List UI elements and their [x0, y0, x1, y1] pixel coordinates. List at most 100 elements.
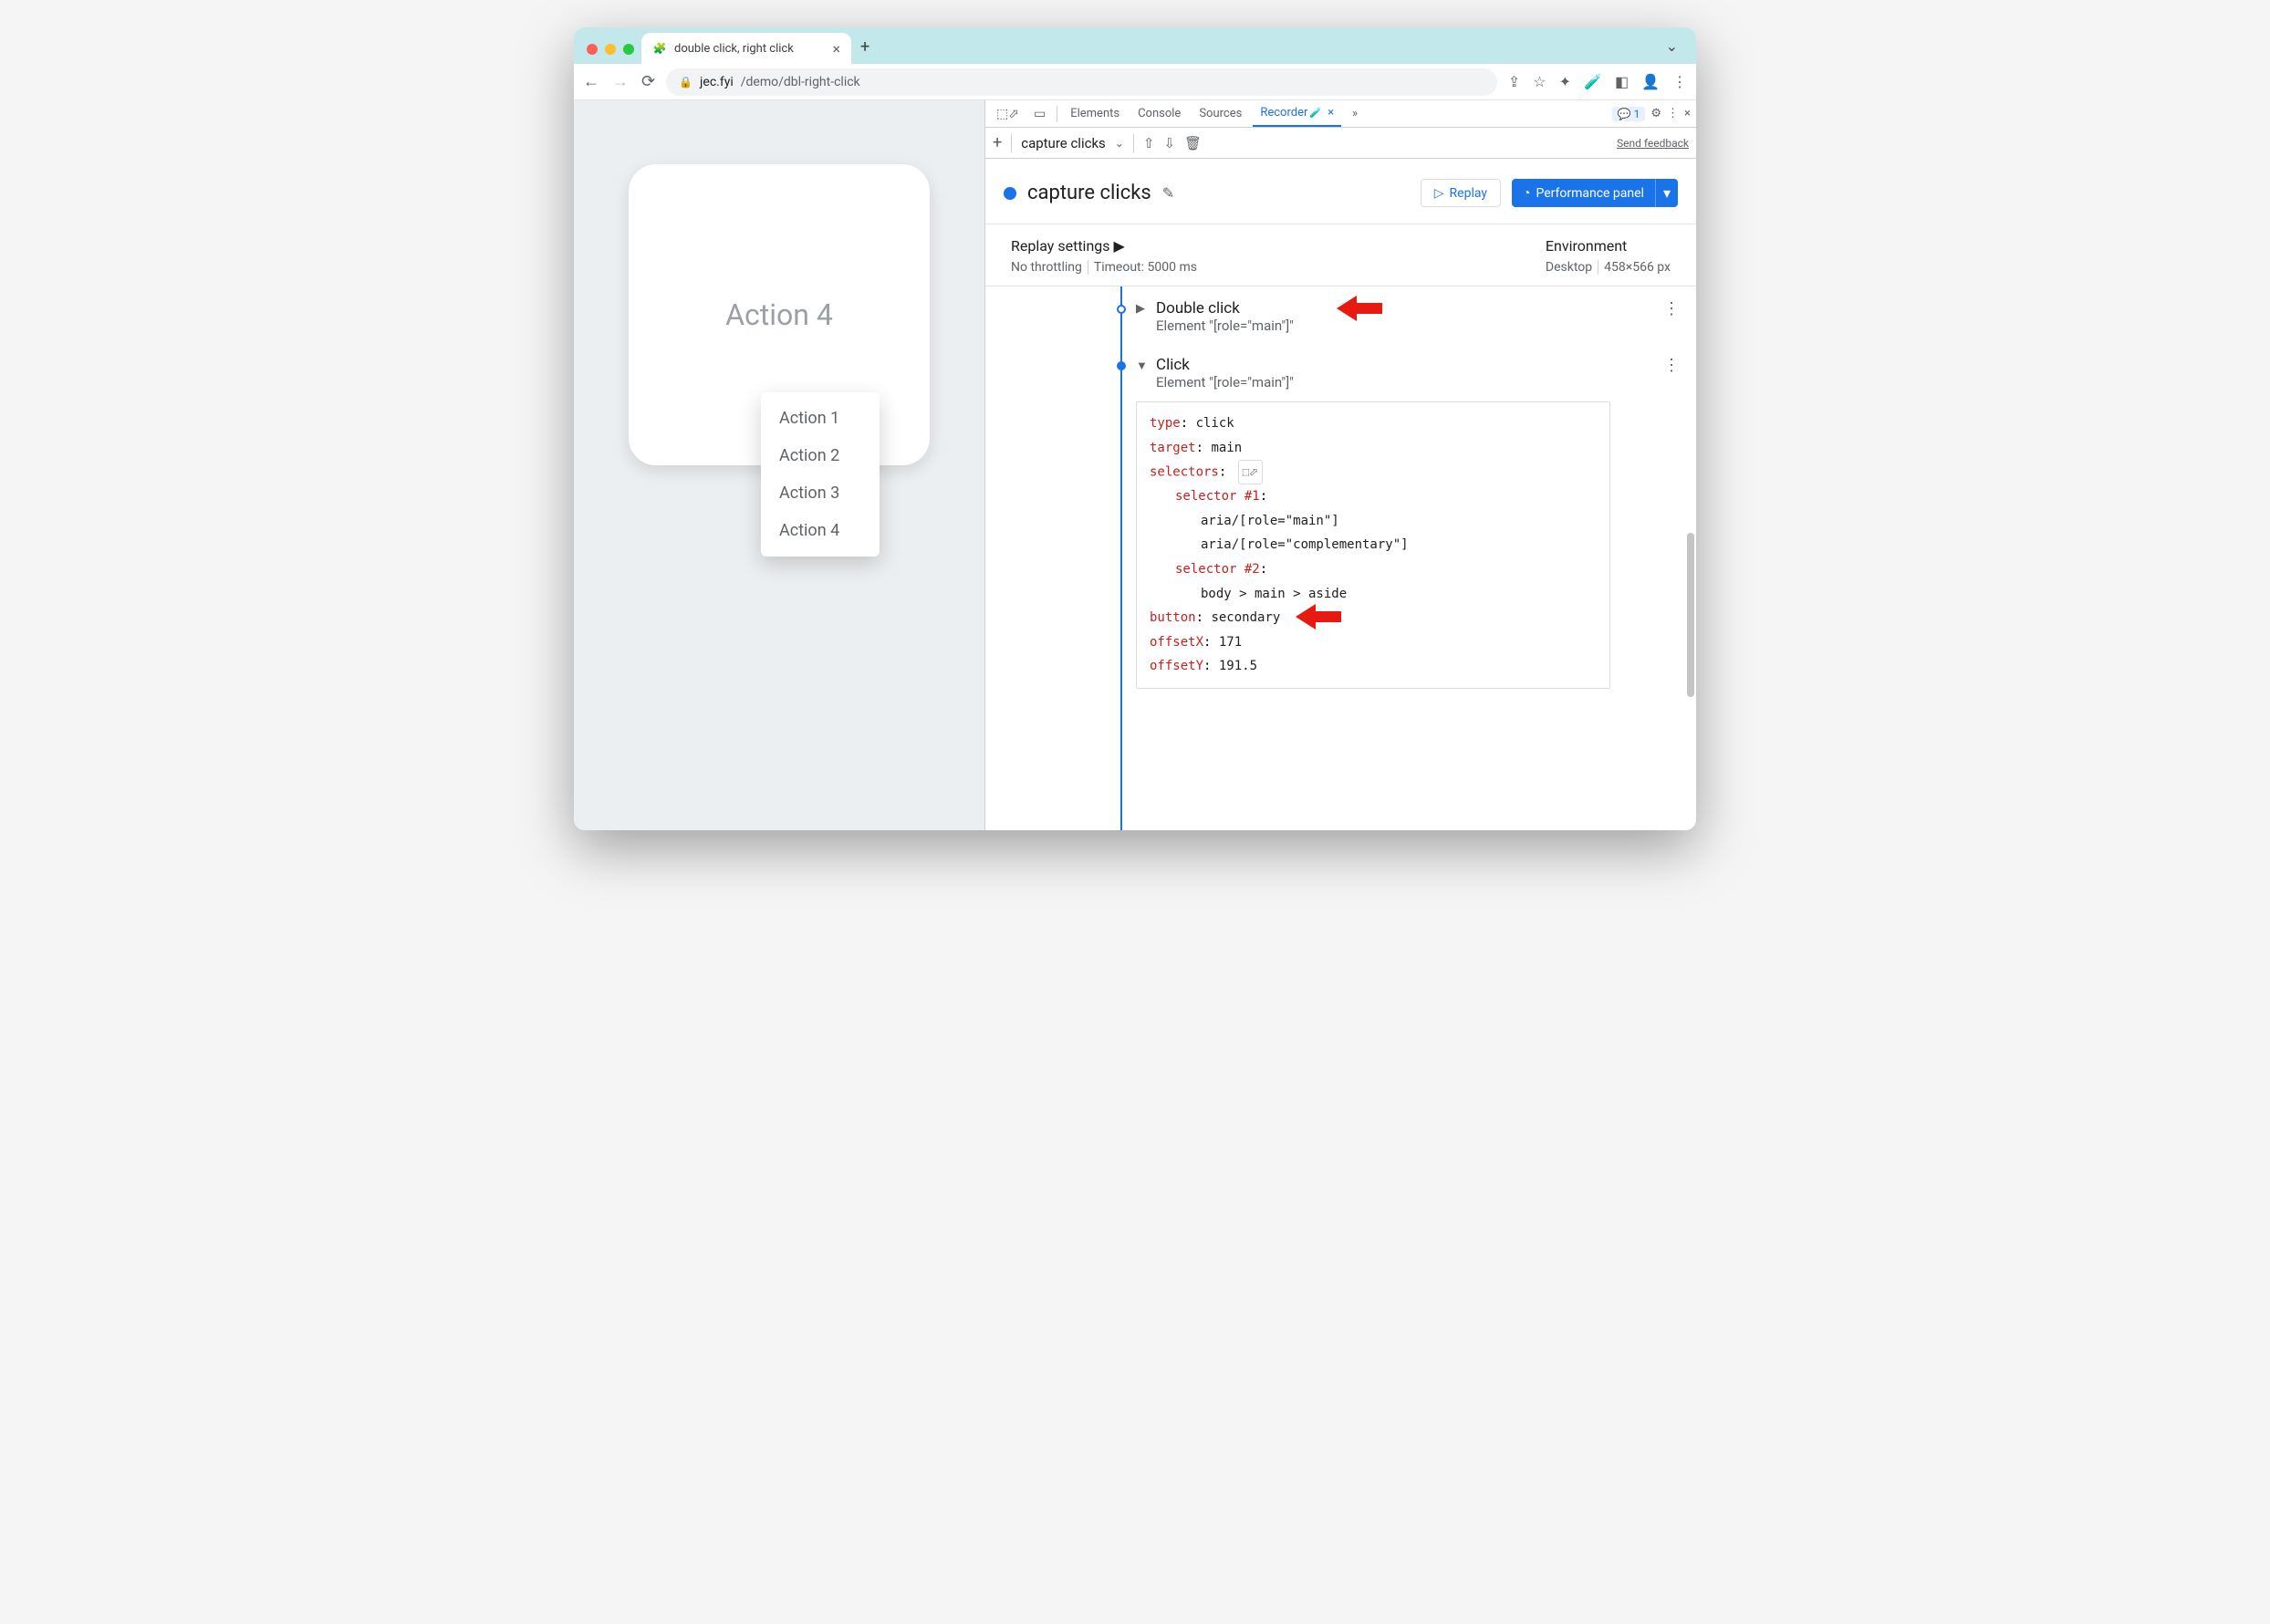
close-devtools-button[interactable]: × [1684, 107, 1691, 120]
recording-indicator [1004, 187, 1016, 200]
selector-picker-icon[interactable]: ⬚⬀ [1238, 460, 1263, 484]
edit-title-button[interactable]: ✎ [1162, 184, 1174, 202]
recording-select[interactable]: capture clicks [1021, 135, 1106, 151]
step-title: Click [1156, 356, 1294, 374]
window-controls [583, 44, 641, 64]
extensions-icon[interactable]: ✦ [1559, 73, 1571, 90]
step-menu-button[interactable]: ⋮ [1663, 356, 1678, 375]
step-subtitle: Element "[role="main"]" [1156, 374, 1294, 390]
address-bar: ← → ⟳ 🔒 jec.fyi/demo/dbl-right-click ⇪ ☆… [574, 64, 1696, 100]
context-menu-item[interactable]: Action 3 [761, 474, 880, 512]
tab-console[interactable]: Console [1130, 100, 1188, 127]
browser-window: 🧩 double click, right click × + ⌄ ← → ⟳ … [574, 27, 1696, 830]
annotation-arrow-icon [1296, 600, 1341, 633]
prop-button: secondary [1211, 610, 1280, 625]
settings-icon[interactable]: ⚙ [1650, 107, 1661, 120]
separator [1011, 134, 1012, 152]
tab-sources[interactable]: Sources [1192, 100, 1249, 127]
context-menu-item[interactable]: Action 2 [761, 437, 880, 474]
step-details: type: click target: main selectors: ⬚⬀ s… [1136, 401, 1610, 689]
inspect-icon[interactable]: ⬚⬀ [991, 107, 1025, 121]
favicon-icon: 🧩 [652, 41, 667, 56]
menu-button[interactable]: ⋮ [1672, 73, 1687, 90]
delete-icon[interactable]: 🗑 [1184, 135, 1202, 151]
annotation-arrow-icon [1337, 292, 1382, 325]
expand-step-button[interactable]: ▶ [1136, 299, 1149, 316]
prop-target: main [1211, 441, 1242, 455]
close-tab-button[interactable]: × [832, 40, 840, 57]
step-item: ▶ Double click Element "[role="main"]" ⋮ [1109, 286, 1696, 343]
close-window-button[interactable] [587, 44, 598, 55]
step-subtitle: Element "[role="main"]" [1156, 318, 1294, 334]
chevron-down-icon: ⌄ [1115, 137, 1124, 150]
device-toggle-icon[interactable]: ▭ [1028, 107, 1051, 121]
new-tab-button[interactable]: + [851, 37, 879, 64]
performance-panel-dropdown[interactable]: ▾ [1655, 179, 1678, 207]
environment-viewport: 458×566 px [1604, 260, 1671, 275]
profile-avatar[interactable]: 👤 [1641, 73, 1660, 90]
selector-value: aria/[role="main"] [1201, 514, 1339, 528]
steps-container: ▶ Double click Element "[role="main"]" ⋮… [985, 286, 1696, 830]
recording-title: capture clicks [1027, 182, 1151, 204]
new-recording-button[interactable]: + [993, 133, 1002, 152]
timeline-node [1117, 361, 1126, 370]
step-title: Double click [1156, 299, 1294, 318]
nav-controls: ← → ⟳ [583, 72, 655, 91]
replay-settings-toggle[interactable]: Replay settings ▶ [1011, 237, 1197, 255]
send-feedback-link[interactable]: Send feedback [1617, 137, 1689, 150]
tab-recorder[interactable]: Recorder🧪× [1253, 100, 1341, 127]
url-input[interactable]: 🔒 jec.fyi/demo/dbl-right-click [666, 68, 1497, 96]
tab-strip: 🧩 double click, right click × + ⌄ [574, 27, 1696, 64]
bookmark-icon[interactable]: ☆ [1533, 73, 1546, 90]
environment-label: Environment [1546, 237, 1671, 255]
back-button[interactable]: ← [583, 72, 599, 91]
more-tabs-button[interactable]: » [1345, 100, 1365, 127]
minimize-window-button[interactable] [605, 44, 616, 55]
selector-value: aria/[role="complementary"] [1201, 537, 1409, 552]
environment-device: Desktop [1546, 260, 1592, 275]
export-icon[interactable]: ⇧ [1143, 135, 1155, 151]
context-menu: Action 1 Action 2 Action 3 Action 4 [761, 392, 880, 557]
issues-badge[interactable]: 💬1 [1612, 107, 1646, 121]
tabs-overflow-button[interactable]: ⌄ [1666, 37, 1687, 64]
performance-panel-main[interactable]: ◔ Performance panel [1512, 179, 1655, 207]
card-title: Action 4 [725, 297, 833, 332]
scrollbar[interactable] [1687, 533, 1694, 697]
replay-button[interactable]: ▷ Replay [1421, 179, 1501, 207]
throttling-value: No throttling [1011, 260, 1082, 275]
content-area: Action 4 Action 1 Action 2 Action 3 Acti… [574, 100, 1696, 830]
collapse-step-button[interactable]: ▼ [1136, 356, 1149, 373]
prop-offsety: 191.5 [1219, 659, 1257, 673]
context-menu-item[interactable]: Action 1 [761, 400, 880, 437]
import-icon[interactable]: ⇩ [1163, 135, 1175, 151]
share-icon[interactable]: ⇪ [1508, 73, 1520, 90]
devtools-panel: ⬚⬀ ▭ Elements Console Sources Recorder🧪×… [984, 100, 1696, 830]
forward-button[interactable]: → [612, 72, 629, 91]
page-viewport: Action 4 Action 1 Action 2 Action 3 Acti… [574, 100, 984, 830]
timeline-node [1117, 305, 1126, 314]
chevron-right-icon: ▶ [1114, 237, 1125, 255]
devtools-tabs: ⬚⬀ ▭ Elements Console Sources Recorder🧪×… [985, 100, 1696, 128]
recorder-toolbar: + capture clicks ⌄ ⇧ ⇩ 🗑 Send feedback [985, 128, 1696, 159]
panel-icon[interactable]: ◧ [1615, 73, 1629, 90]
tab-title: double click, right click [674, 42, 794, 56]
maximize-window-button[interactable] [623, 44, 634, 55]
url-host: jec.fyi [700, 75, 734, 89]
flask-icon[interactable]: 🧪 [1584, 73, 1602, 90]
close-panel-icon[interactable]: × [1328, 106, 1334, 120]
toolbar-icons: ⇪ ☆ ✦ 🧪 ◧ 👤 ⋮ [1508, 73, 1687, 90]
recording-settings: Replay settings ▶ No throttling Timeout:… [985, 224, 1696, 286]
prop-offsetx: 171 [1219, 635, 1242, 650]
step-item: ▼ Click Element "[role="main"]" ⋮ type: … [1109, 343, 1696, 698]
performance-panel-button: ◔ Performance panel ▾ [1512, 179, 1678, 207]
more-icon[interactable]: ⋮ [1667, 107, 1679, 120]
prop-type: click [1196, 416, 1234, 431]
reload-button[interactable]: ⟳ [641, 72, 655, 91]
experiment-icon: 🧪 [1309, 107, 1322, 119]
tab-elements[interactable]: Elements [1063, 100, 1127, 127]
separator [1133, 134, 1134, 152]
context-menu-item[interactable]: Action 4 [761, 512, 880, 549]
step-menu-button[interactable]: ⋮ [1663, 299, 1678, 318]
browser-tab[interactable]: 🧩 double click, right click × [641, 33, 851, 64]
selector-value: body > main > aside [1201, 587, 1347, 601]
